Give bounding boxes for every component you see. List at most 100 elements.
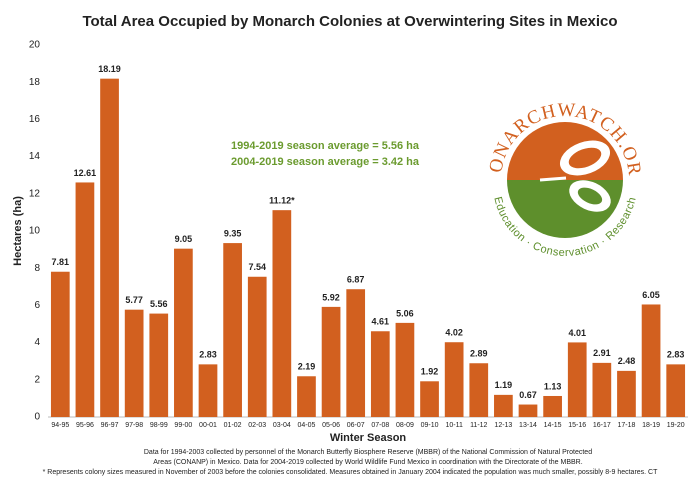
x-tick-label: 96-97 <box>101 422 119 429</box>
x-tick-label: 19-20 <box>667 422 685 429</box>
x-tick-label: 97-98 <box>125 422 143 429</box>
x-tick-label: 12-13 <box>494 422 512 429</box>
y-tick-label: 16 <box>29 114 41 125</box>
bar <box>149 313 169 417</box>
x-tick-label: 08-09 <box>396 422 414 429</box>
y-tick-label: 2 <box>34 374 40 385</box>
x-tick-label: 07-08 <box>371 422 389 429</box>
y-tick-label: 8 <box>34 263 40 274</box>
logo-wing-inner <box>568 147 602 169</box>
logo: MONARCHWATCH.ORG Education · Conservatio… <box>0 0 644 259</box>
y-tick-label: 18 <box>29 77 41 88</box>
bar <box>50 271 70 417</box>
value-label: 2.83 <box>667 350 685 360</box>
x-tick-label: 04-05 <box>298 422 316 429</box>
value-label: 4.61 <box>372 317 390 327</box>
x-tick-label: 98-99 <box>150 422 168 429</box>
bar <box>370 331 390 417</box>
value-label: 7.81 <box>52 257 70 267</box>
x-tick-label: 03-04 <box>273 422 291 429</box>
x-tick-label: 18-19 <box>642 422 660 429</box>
bar <box>346 289 366 417</box>
value-label: 5.92 <box>322 292 340 302</box>
value-label: 7.54 <box>248 262 266 272</box>
value-label: 11.12* <box>269 196 295 206</box>
x-tick-label: 99-00 <box>174 422 192 429</box>
bar <box>124 309 144 417</box>
bar <box>247 276 267 417</box>
value-label: 4.02 <box>445 328 463 338</box>
y-axis-title: Hectares (ha) <box>12 196 24 266</box>
bar <box>297 376 316 417</box>
x-tick-label: 16-17 <box>593 422 611 429</box>
x-tick-label: 02-03 <box>248 422 266 429</box>
bar <box>100 78 119 417</box>
value-label: 2.19 <box>298 362 316 372</box>
bar <box>518 404 538 417</box>
bar <box>617 370 636 417</box>
y-tick-label: 20 <box>29 40 41 51</box>
chart-title: Total Area Occupied by Monarch Colonies … <box>82 13 617 30</box>
y-tick-label: 14 <box>29 151 41 162</box>
value-label: 6.05 <box>642 290 660 300</box>
x-tick-label: 01-02 <box>224 422 242 429</box>
y-tick-label: 0 <box>34 412 40 423</box>
bar <box>666 364 686 417</box>
value-label: 1.92 <box>421 367 439 377</box>
x-tick-label: 06-07 <box>347 422 365 429</box>
bar <box>272 210 292 417</box>
value-label: 6.87 <box>347 275 365 285</box>
x-tick-label: 09-10 <box>421 422 439 429</box>
x-tick-label: 05-06 <box>322 422 340 429</box>
bar <box>444 342 464 417</box>
bar <box>321 306 341 417</box>
value-label: 5.56 <box>150 299 168 309</box>
value-label: 9.05 <box>175 234 193 244</box>
value-label: 2.83 <box>199 350 217 360</box>
logo-wing-inner <box>577 187 603 205</box>
x-tick-label: 17-18 <box>618 422 636 429</box>
value-label: 5.77 <box>125 295 143 305</box>
x-tick-label: 13-14 <box>519 422 537 429</box>
x-axis-title: Winter Season <box>330 432 407 444</box>
value-label: 2.89 <box>470 349 488 359</box>
value-label: 9.35 <box>224 228 242 238</box>
y-tick-label: 4 <box>34 337 40 348</box>
annotation: 2004-2019 season average = 3.42 ha <box>231 156 420 168</box>
bar <box>469 363 489 417</box>
footnote: * Represents colony sizes measured in No… <box>43 469 659 476</box>
value-label: 1.13 <box>544 381 562 391</box>
bar <box>198 364 218 417</box>
bar <box>223 243 242 417</box>
bar <box>174 248 193 417</box>
x-tick-label: 10-11 <box>445 422 462 429</box>
bar <box>75 182 95 417</box>
y-tick-label: 6 <box>34 300 40 311</box>
value-label: 18.19 <box>98 64 121 74</box>
logo-body <box>539 176 567 182</box>
bar <box>567 342 587 417</box>
footnote: Areas (CONANP) in Mexico. Data for 2004-… <box>153 459 582 466</box>
value-label: 4.01 <box>568 328 586 338</box>
bar <box>592 362 612 417</box>
footnote: Data for 1994-2003 collected by personne… <box>144 449 592 456</box>
x-tick-label: 00-01 <box>199 422 217 429</box>
bar <box>395 322 415 417</box>
x-tick-label: 94-95 <box>51 422 69 429</box>
bar <box>420 381 439 417</box>
x-tick-label: 14-15 <box>544 422 562 429</box>
value-label: 2.48 <box>618 356 636 366</box>
y-tick-label: 10 <box>29 226 41 237</box>
value-label: 2.91 <box>593 348 611 358</box>
x-tick-label: 95-96 <box>76 422 94 429</box>
bar <box>641 304 661 417</box>
value-label: 12.61 <box>74 168 97 178</box>
value-label: 5.06 <box>396 308 414 318</box>
value-label: 1.19 <box>495 380 513 390</box>
x-tick-label: 15-16 <box>568 422 586 429</box>
bar <box>543 395 562 417</box>
annotation: 1994-2019 season average = 5.56 ha <box>231 140 420 152</box>
x-tick-label: 11-12 <box>470 422 487 429</box>
bar <box>494 394 513 417</box>
